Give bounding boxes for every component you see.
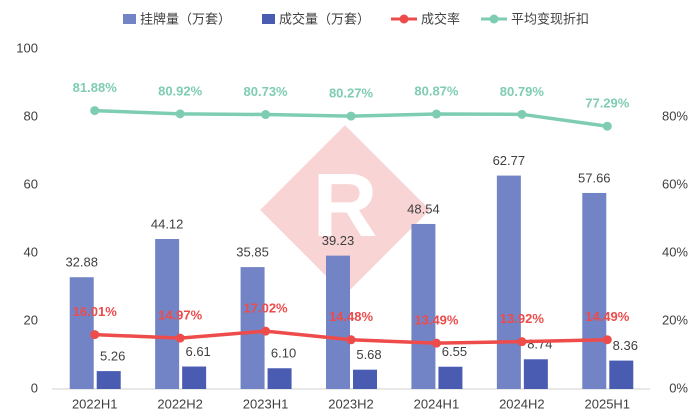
x-tick-label: 2025H1 — [585, 396, 631, 411]
line-value-label: 14.97% — [158, 308, 203, 323]
bar — [267, 368, 292, 389]
legend-swatch — [123, 14, 136, 24]
bar — [523, 359, 548, 389]
bar — [240, 267, 265, 389]
line-point — [517, 337, 527, 347]
bar — [182, 366, 207, 389]
bar — [96, 371, 121, 389]
bar — [582, 192, 607, 389]
y2-tick-label: 0% — [669, 380, 688, 395]
bar — [155, 238, 180, 389]
line-point — [431, 338, 441, 348]
bar — [609, 360, 634, 389]
bar — [411, 223, 436, 389]
y-tick-label: 60 — [24, 176, 38, 191]
line-point — [517, 109, 527, 119]
bar-value-label: 6.10 — [271, 346, 296, 361]
line-point — [90, 330, 100, 340]
line-point — [175, 333, 185, 343]
y2-tick-label: 60% — [662, 176, 688, 191]
bar — [326, 255, 350, 389]
legend-swatch — [262, 14, 275, 24]
bar — [496, 175, 521, 389]
bar-value-label: 6.61 — [185, 344, 210, 359]
line-point — [346, 335, 356, 345]
line-value-label: 77.29% — [585, 96, 630, 111]
y-tick-label: 80 — [24, 108, 38, 123]
bar-value-label: 5.68 — [356, 347, 381, 362]
line-point — [90, 106, 100, 116]
bar-value-label: 35.85 — [236, 245, 269, 260]
bar-value-label: 62.77 — [493, 153, 526, 168]
legend-label: 成交量（万套） — [279, 11, 370, 26]
line-point — [261, 326, 271, 336]
y-tick-label: 100 — [16, 40, 38, 55]
bar-value-label: 48.54 — [407, 201, 440, 216]
bar-value-label: 5.26 — [100, 349, 125, 364]
line-value-label: 13.92% — [500, 311, 545, 326]
line-point — [175, 109, 185, 119]
x-tick-label: 2022H2 — [157, 396, 203, 411]
legend-label: 挂牌量（万套） — [140, 11, 231, 26]
line-point — [346, 111, 356, 121]
line-value-label: 80.79% — [500, 84, 545, 99]
line-value-label: 13.49% — [414, 313, 459, 328]
bar-value-label: 57.66 — [578, 170, 611, 185]
line-value-label: 16.01% — [73, 304, 118, 319]
bar-value-label: 8.74 — [527, 337, 552, 352]
x-tick-label: 2022H1 — [72, 396, 118, 411]
legend-label: 成交率 — [421, 11, 460, 26]
svg-text:R: R — [313, 156, 378, 256]
bar — [69, 277, 94, 389]
y-tick-label: 20 — [24, 312, 38, 327]
y2-tick-label: 80% — [662, 108, 688, 123]
line-value-label: 80.27% — [329, 86, 374, 101]
legend-label: 平均变现折扣 — [511, 11, 589, 26]
bar-value-label: 39.23 — [322, 233, 355, 248]
bar-value-label: 8.36 — [613, 338, 638, 353]
line-value-label: 17.02% — [244, 301, 289, 316]
line-point — [602, 335, 612, 345]
line-value-label: 14.49% — [585, 309, 630, 324]
legend-swatch — [489, 14, 499, 24]
legend-swatch — [399, 14, 409, 24]
bar-value-label: 44.12 — [151, 216, 184, 231]
line-value-label: 80.73% — [244, 84, 289, 99]
bar — [353, 369, 377, 389]
x-tick-label: 2023H2 — [328, 396, 374, 411]
y-tick-label: 0 — [31, 380, 38, 395]
bar-value-label: 6.55 — [442, 344, 467, 359]
x-tick-label: 2023H1 — [243, 396, 289, 411]
x-tick-label: 2024H1 — [414, 396, 460, 411]
bar-value-label: 32.88 — [65, 255, 98, 270]
y2-tick-label: 20% — [662, 312, 688, 327]
y2-tick-label: 40% — [662, 244, 688, 259]
x-tick-label: 2024H2 — [499, 396, 545, 411]
line-point — [602, 121, 612, 131]
line-point — [261, 110, 271, 120]
bar — [438, 366, 463, 389]
line-value-label: 80.87% — [414, 83, 459, 98]
y-tick-label: 40 — [24, 244, 38, 259]
line-value-label: 14.48% — [329, 309, 374, 324]
line-value-label: 80.92% — [158, 83, 203, 98]
line-point — [431, 109, 441, 119]
line-value-label: 81.88% — [73, 80, 118, 95]
